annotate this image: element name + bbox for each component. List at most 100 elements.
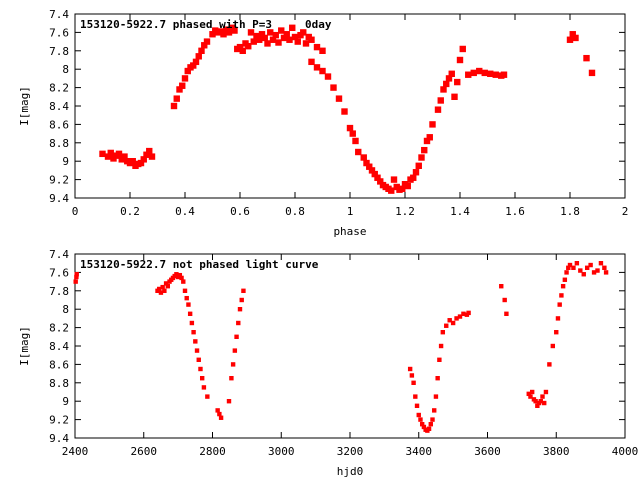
data-point — [407, 366, 413, 372]
data-point — [291, 33, 299, 41]
data-point — [371, 170, 378, 178]
data-point — [502, 297, 507, 303]
data-point — [186, 302, 191, 307]
data-point — [199, 376, 205, 381]
y-tick-label: 8.8 — [49, 377, 69, 390]
data-point — [421, 424, 427, 430]
data-point — [574, 261, 580, 266]
data-point — [440, 86, 447, 93]
y-tick-label: 8.2 — [49, 82, 69, 95]
data-point — [602, 265, 607, 270]
data-point — [499, 284, 504, 289]
data-point — [457, 314, 463, 319]
data-point — [411, 380, 416, 385]
data-point — [74, 274, 79, 280]
chart-title: 153120-5922.7 not phased light curve — [80, 258, 319, 271]
data-point — [236, 43, 244, 51]
y-tick-label: 9.4 — [49, 192, 69, 205]
data-point — [313, 43, 321, 51]
y-tick-label: 9.2 — [49, 174, 69, 187]
data-point — [294, 38, 301, 45]
data-point — [196, 357, 201, 362]
data-point — [302, 40, 310, 47]
data-point — [560, 284, 566, 289]
data-point — [104, 153, 112, 160]
data-point — [195, 53, 202, 60]
data-point — [476, 67, 483, 75]
data-point — [461, 311, 466, 316]
x-axis-label: hjd0 — [337, 465, 364, 478]
data-point — [205, 394, 210, 399]
x-tick-label: 1.6 — [505, 205, 525, 218]
y-tick-label: 7.4 — [49, 248, 69, 261]
data-point — [418, 154, 425, 161]
data-point — [308, 58, 315, 66]
data-point — [346, 124, 354, 132]
y-tick-label: 8.8 — [49, 137, 69, 150]
data-point — [173, 95, 180, 102]
x-tick-label: 0.2 — [120, 205, 140, 218]
data-point — [330, 84, 337, 91]
data-point — [366, 163, 373, 170]
x-tick-label: 1.8 — [560, 205, 580, 218]
data-point — [410, 174, 417, 181]
data-point — [390, 176, 398, 183]
data-point — [264, 40, 271, 47]
data-point — [415, 162, 422, 169]
data-point — [230, 362, 236, 367]
data-point — [163, 281, 169, 286]
y-tick-label: 7.6 — [49, 266, 69, 279]
data-point — [404, 182, 411, 190]
data-point — [181, 75, 189, 82]
data-point — [319, 67, 326, 75]
data-point — [426, 426, 432, 431]
data-point — [454, 316, 459, 321]
data-point — [247, 29, 255, 36]
data-point — [572, 34, 579, 42]
data-point — [107, 149, 114, 157]
plot-frame — [74, 253, 626, 439]
data-point — [241, 288, 246, 293]
data-point — [217, 411, 222, 417]
x-tick-label: 2800 — [199, 445, 226, 458]
data-point — [275, 39, 282, 46]
data-point — [588, 69, 596, 77]
y-tick-label: 8 — [62, 63, 69, 76]
phased-light-curve-panel: 0 0.2 0.4 0.6 0.8 1 1.2 1.4 1.6 1.8 2 7.4 7.6 7.8 8 8.2… — [18, 8, 628, 238]
data-point — [500, 71, 508, 78]
data-point — [269, 36, 277, 43]
data-point — [194, 348, 200, 353]
y-tick-label: 7.8 — [49, 45, 69, 58]
data-point — [581, 272, 586, 277]
data-point — [564, 270, 569, 275]
data-point — [234, 334, 239, 339]
data-point — [215, 408, 220, 413]
data-point — [444, 323, 449, 328]
x-tick-label: 3800 — [543, 445, 570, 458]
data-point — [540, 394, 545, 399]
data-point — [557, 302, 562, 307]
data-point — [191, 330, 196, 335]
y-axis-label: I[mag] — [18, 86, 31, 126]
data-point — [137, 159, 145, 167]
data-point — [416, 412, 421, 418]
x-tick-label: 0.4 — [175, 205, 195, 218]
data-point — [250, 38, 257, 45]
data-point — [129, 158, 136, 165]
data-point — [352, 137, 359, 145]
y-tick-label: 7.6 — [49, 26, 69, 39]
data-point — [177, 272, 183, 278]
data-point — [432, 408, 437, 413]
data-point — [429, 121, 436, 128]
data-point — [529, 389, 535, 395]
data-point — [533, 399, 538, 404]
data-point — [481, 69, 488, 77]
data-point — [99, 150, 106, 158]
data-point — [388, 187, 395, 194]
data-point — [595, 268, 600, 273]
data-point — [226, 399, 232, 404]
data-point — [187, 311, 193, 316]
data-point — [355, 148, 362, 156]
data-point — [190, 62, 197, 69]
